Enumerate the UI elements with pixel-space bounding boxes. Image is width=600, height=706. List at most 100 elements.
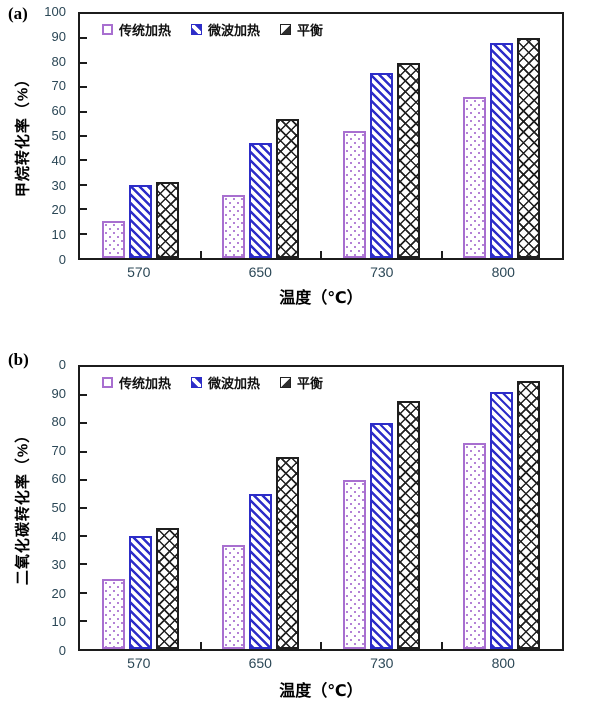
y-tick-label: 70 [51, 442, 66, 458]
bar-diagonal [369, 72, 393, 258]
y-tick-label: 60 [51, 103, 66, 119]
y-tick-mark [80, 450, 87, 453]
bar-crosshatch [396, 400, 420, 649]
bar-group-650 [201, 14, 322, 258]
legend-swatch-crosshatch-icon [280, 24, 292, 35]
bar-diagonal [490, 392, 514, 649]
bar-diagonal [128, 536, 152, 649]
y-tick-mark [80, 507, 87, 509]
legend: 传统加热 微波加热 平衡 [98, 18, 328, 41]
y-tick-label: 80 [51, 53, 66, 69]
y-tick-mark [80, 37, 87, 40]
y-tick-mark [80, 619, 87, 622]
legend-label: 平衡 [297, 23, 324, 38]
legend-item: 平衡 [280, 373, 323, 392]
bar-group-570 [80, 367, 201, 649]
legend-swatch-dotted-icon [102, 377, 113, 388]
bar-crosshatch [517, 381, 541, 649]
chart-panel-b: (b) 二氧化碳转化率（%） 0 90 80 70 60 50 40 30 20 10 0 传统加热… [0, 348, 600, 706]
y-tick-label: 10 [51, 227, 66, 243]
x-axis-tick-labels: 570 650 730 800 [78, 655, 564, 671]
legend-label: 传统加热 [119, 23, 172, 38]
bar-dotted [222, 544, 246, 649]
legend-label: 传统加热 [119, 376, 172, 391]
y-tick-mark [80, 86, 87, 89]
y-tick-label: 100 [44, 4, 66, 19]
x-tick-label: 650 [248, 655, 272, 671]
legend-item: 微波加热 [191, 373, 260, 392]
legend-label: 微波加热 [208, 376, 261, 391]
legend: 传统加热 微波加热 平衡 [98, 371, 328, 394]
y-tick-label: 60 [51, 471, 66, 487]
y-tick-label: 20 [51, 202, 66, 218]
bar-diagonal [369, 423, 393, 649]
x-tick-mark [320, 642, 322, 649]
x-axis-title-a: 温度（℃） [279, 290, 363, 307]
legend-item: 传统加热 [102, 373, 171, 392]
y-tick-label: 0 [58, 643, 66, 658]
legend-label: 平衡 [297, 376, 324, 391]
legend-swatch-diagonal-icon [191, 377, 203, 388]
bar-groups [80, 367, 562, 649]
x-tick-mark [199, 251, 202, 258]
y-tick-label: 10 [51, 614, 66, 630]
x-tick-mark [440, 642, 443, 649]
bar-group-730 [321, 367, 442, 649]
y-tick-label: 90 [51, 385, 66, 401]
x-tick-label: 800 [491, 264, 515, 280]
plot-area: 传统加热 微波加热 平衡 [78, 365, 564, 651]
bar-crosshatch [155, 527, 179, 649]
x-tick-mark [320, 251, 322, 258]
y-tick-label: 30 [51, 177, 66, 193]
y-tick-label: 50 [51, 128, 66, 143]
bar-dotted [463, 443, 487, 649]
y-tick-mark [80, 183, 87, 186]
bar-dotted [222, 194, 246, 258]
x-axis-tick-labels: 570 650 730 800 [78, 264, 564, 280]
panel-label-a: (a) [8, 4, 28, 23]
bar-group-730 [321, 14, 442, 258]
bar-crosshatch [276, 457, 300, 649]
y-tick-mark [80, 232, 87, 235]
bar-crosshatch [517, 38, 541, 258]
y-tick-label: 50 [51, 500, 66, 515]
legend-swatch-crosshatch-icon [280, 377, 292, 388]
x-tick-label: 570 [127, 655, 151, 671]
y-tick-label: 70 [51, 78, 66, 94]
y-tick-label: 0 [58, 357, 66, 372]
y-tick-mark [80, 208, 87, 211]
x-tick-mark [440, 251, 443, 258]
legend-item: 微波加热 [191, 20, 260, 39]
y-tick-mark [80, 563, 87, 566]
plot-area: 传统加热 微波加热 平衡 [78, 12, 564, 260]
x-tick-label: 570 [127, 264, 151, 280]
y-tick-mark [80, 422, 87, 425]
bar-crosshatch [276, 118, 300, 258]
panel-label-b: (b) [8, 350, 29, 369]
y-tick-mark [80, 159, 87, 162]
x-axis-title-b: 温度（℃） [279, 683, 363, 700]
bar-diagonal [249, 143, 273, 258]
y-axis-tick-labels: 100 90 80 70 60 50 40 30 20 10 0 [26, 4, 72, 267]
bar-dotted [342, 131, 366, 258]
bar-group-800 [442, 14, 563, 258]
bar-group-650 [201, 367, 322, 649]
y-tick-label: 90 [51, 28, 66, 44]
bar-groups [80, 14, 562, 258]
x-tick-label: 800 [491, 655, 515, 671]
legend-item: 平衡 [280, 20, 323, 39]
bar-diagonal [128, 184, 152, 258]
y-tick-label: 20 [51, 585, 66, 601]
bar-dotted [101, 578, 125, 649]
y-tick-mark [80, 535, 87, 538]
y-tick-label: 40 [51, 528, 66, 544]
bar-group-570 [80, 14, 201, 258]
chart-panel-a: (a) 甲烷转化率（%） 100 90 80 70 60 50 40 30 20 10 0 传统加热… [0, 2, 600, 314]
legend-label: 微波加热 [208, 23, 261, 38]
y-axis-tick-labels: 0 90 80 70 60 50 40 30 20 10 0 [26, 357, 72, 658]
legend-swatch-diagonal-icon [191, 24, 203, 35]
bar-dotted [101, 221, 125, 258]
y-tick-mark [80, 135, 87, 137]
legend-swatch-dotted-icon [102, 24, 113, 35]
y-tick-mark [80, 61, 87, 64]
